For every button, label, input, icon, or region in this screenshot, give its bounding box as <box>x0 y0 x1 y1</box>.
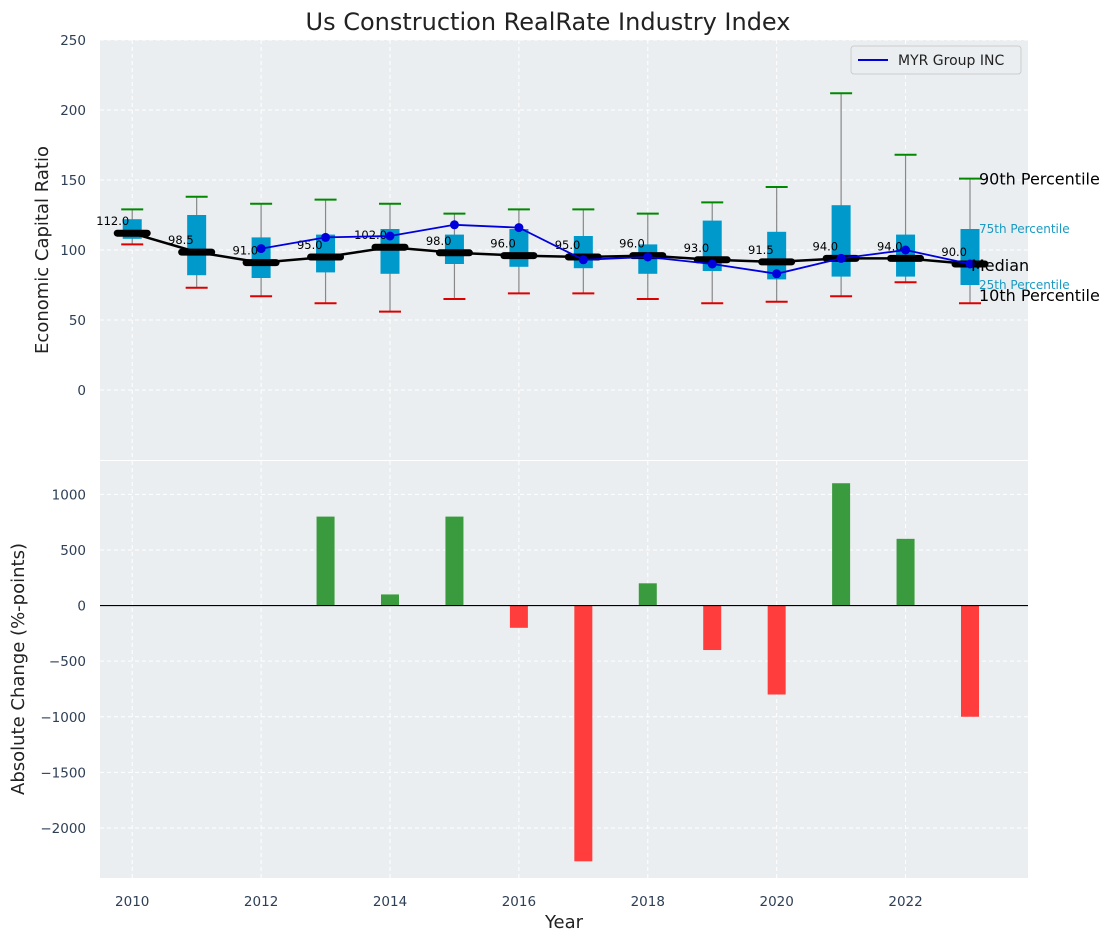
p10-annotation: 10th Percentile <box>979 286 1100 305</box>
p25-annotation: 25th Percentile <box>979 278 1070 292</box>
change-bar <box>703 605 722 651</box>
iqr-box <box>380 229 400 274</box>
top-y-tick-label: 150 <box>60 173 86 189</box>
company-point <box>965 259 975 269</box>
x-tick-label: 2014 <box>373 894 407 910</box>
top-y-axis-label: Economic Capital Ratio <box>32 146 53 354</box>
company-point <box>449 220 459 230</box>
change-bar <box>767 605 786 695</box>
median-value-label: 90.0 <box>941 245 967 259</box>
iqr-box <box>187 215 207 276</box>
company-point <box>321 232 331 242</box>
median-value-label: 91.0 <box>233 244 259 258</box>
company-point <box>578 255 588 265</box>
top-y-tick-label: 100 <box>60 243 86 259</box>
chart-title: Us Construction RealRate Industry Index <box>306 8 791 36</box>
median-value-label: 96.0 <box>490 237 516 251</box>
bottom-y-tick-label: 0 <box>77 599 86 615</box>
bottom-plot-area <box>100 461 1028 878</box>
median-value-label: 91.5 <box>748 243 774 257</box>
median-value-label: 95.0 <box>555 238 581 252</box>
company-point <box>514 223 524 233</box>
company-point <box>772 269 782 279</box>
median-value-label: 94.0 <box>813 239 839 253</box>
x-tick-label: 2016 <box>502 894 536 910</box>
bottom-y-tick-label: −1000 <box>40 710 86 726</box>
median-annotation: Median <box>971 256 1029 275</box>
company-point <box>256 244 266 254</box>
change-bar <box>574 605 593 862</box>
top-y-ticks: 0 50 100 150 200 250 <box>60 33 86 399</box>
company-point <box>836 253 846 263</box>
median-value-label: 98.0 <box>426 234 452 248</box>
bottom-y-tick-label: −500 <box>49 654 86 670</box>
p90-annotation: 90th Percentile <box>979 170 1100 189</box>
company-point <box>643 252 653 262</box>
change-bar <box>381 594 399 606</box>
top-y-tick-label: 200 <box>60 103 86 119</box>
change-bar <box>896 538 915 606</box>
median-value-label: 102.0 <box>354 228 387 242</box>
change-bar <box>638 583 657 606</box>
change-bar <box>832 483 851 606</box>
legend-box <box>850 45 1022 75</box>
company-point <box>901 245 911 255</box>
iqr-box <box>960 229 980 285</box>
change-bar <box>961 605 979 717</box>
company-point <box>707 259 717 269</box>
bottom-y-tick-label: 1000 <box>52 487 86 503</box>
median-value-label: 94.0 <box>877 239 903 253</box>
company-series <box>256 220 975 279</box>
x-tick-label: 2022 <box>888 894 922 910</box>
x-tick-label: 2020 <box>759 894 793 910</box>
change-bar <box>509 605 528 628</box>
legend: MYR Group INC <box>850 45 1022 75</box>
median-line <box>131 232 971 266</box>
x-ticks: 2010 2012 2014 2016 2018 2020 2022 <box>115 894 923 910</box>
median-value-label: 112.0 <box>96 214 129 228</box>
top-y-tick-label: 0 <box>77 383 86 399</box>
change-bars <box>316 483 979 862</box>
median-value-label: 93.0 <box>684 241 710 255</box>
iqr-box <box>767 231 787 280</box>
change-bar <box>445 516 464 606</box>
bottom-y-tick-label: −1500 <box>40 765 86 781</box>
change-bar <box>316 516 335 606</box>
p75-annotation: 75th Percentile <box>979 222 1070 236</box>
x-tick-label: 2012 <box>244 894 278 910</box>
top-y-tick-label: 50 <box>69 313 86 329</box>
bottom-y-axis-label: Absolute Change (%-points) <box>8 543 29 795</box>
median-value-label: 96.0 <box>619 237 645 251</box>
company-line <box>260 223 971 275</box>
x-axis-label: Year <box>544 912 584 933</box>
bottom-y-tick-label: −2000 <box>40 821 86 837</box>
bottom-y-ticks: −2000 −1500 −1000 −500 0 500 1000 <box>40 487 86 837</box>
legend-entry: MYR Group INC <box>898 53 1004 69</box>
company-point <box>385 231 395 241</box>
x-tick-label: 2018 <box>631 894 665 910</box>
top-y-tick-label: 250 <box>60 33 86 49</box>
x-tick-label: 2010 <box>115 894 149 910</box>
bottom-y-tick-label: 500 <box>60 543 86 559</box>
median-value-label: 98.5 <box>168 233 194 247</box>
percentile-annotations: 90th Percentile 75th Percentile Median 25th… <box>971 170 1100 306</box>
